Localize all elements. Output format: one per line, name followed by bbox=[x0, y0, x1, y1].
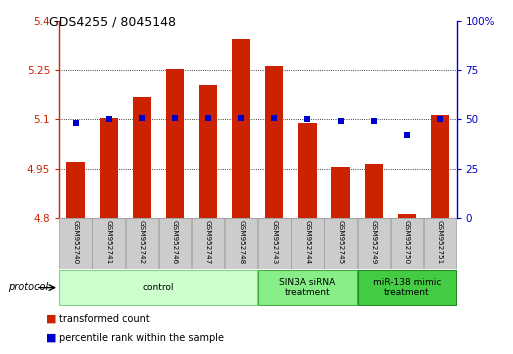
Bar bbox=[365, 164, 383, 218]
Bar bbox=[265, 67, 284, 218]
Text: protocol: protocol bbox=[8, 282, 48, 292]
Text: GSM952740: GSM952740 bbox=[72, 220, 78, 264]
Text: GSM952741: GSM952741 bbox=[106, 220, 112, 264]
Bar bbox=[133, 97, 151, 218]
Point bbox=[337, 119, 345, 124]
Bar bbox=[431, 115, 449, 218]
Bar bbox=[166, 69, 184, 218]
Bar bbox=[390, 218, 423, 269]
Bar bbox=[358, 270, 456, 306]
Text: GDS4255 / 8045148: GDS4255 / 8045148 bbox=[49, 16, 176, 29]
Text: GSM952742: GSM952742 bbox=[139, 220, 145, 264]
Text: miR-138 mimic
treatment: miR-138 mimic treatment bbox=[372, 278, 441, 297]
Point bbox=[71, 121, 80, 126]
Text: transformed count: transformed count bbox=[59, 314, 150, 324]
Bar bbox=[358, 218, 390, 269]
Bar bbox=[232, 39, 250, 218]
Point bbox=[204, 115, 212, 120]
Text: percentile rank within the sample: percentile rank within the sample bbox=[59, 333, 224, 343]
Bar bbox=[258, 218, 290, 269]
Bar bbox=[126, 218, 158, 269]
Point bbox=[137, 115, 146, 120]
Bar bbox=[60, 270, 258, 306]
Text: GSM952750: GSM952750 bbox=[404, 220, 410, 264]
Text: GSM952751: GSM952751 bbox=[437, 220, 443, 264]
Bar bbox=[67, 162, 85, 218]
Bar bbox=[291, 218, 324, 269]
Text: ■: ■ bbox=[46, 333, 56, 343]
Point bbox=[105, 117, 113, 122]
Text: GSM952749: GSM952749 bbox=[371, 220, 377, 264]
Bar bbox=[324, 218, 357, 269]
Text: SIN3A siRNA
treatment: SIN3A siRNA treatment bbox=[280, 278, 336, 297]
Text: GSM952746: GSM952746 bbox=[172, 220, 178, 264]
Point bbox=[303, 117, 311, 122]
Point bbox=[403, 132, 411, 138]
Bar bbox=[60, 218, 92, 269]
Bar bbox=[331, 167, 350, 218]
Bar bbox=[225, 218, 258, 269]
Bar bbox=[192, 218, 224, 269]
Point bbox=[237, 115, 245, 120]
Bar bbox=[398, 215, 416, 218]
Text: control: control bbox=[143, 283, 174, 292]
Bar bbox=[299, 123, 317, 218]
Point bbox=[436, 117, 444, 122]
Bar bbox=[258, 270, 357, 306]
Point bbox=[171, 115, 179, 120]
Text: GSM952748: GSM952748 bbox=[238, 220, 244, 264]
Bar bbox=[100, 118, 118, 218]
Bar bbox=[424, 218, 456, 269]
Bar bbox=[199, 85, 217, 218]
Text: GSM952747: GSM952747 bbox=[205, 220, 211, 264]
Text: GSM952744: GSM952744 bbox=[305, 220, 310, 264]
Point bbox=[370, 119, 378, 124]
Point bbox=[270, 115, 279, 120]
Bar bbox=[159, 218, 191, 269]
Bar bbox=[92, 218, 125, 269]
Text: ■: ■ bbox=[46, 314, 56, 324]
Text: GSM952745: GSM952745 bbox=[338, 220, 344, 264]
Text: GSM952743: GSM952743 bbox=[271, 220, 278, 264]
